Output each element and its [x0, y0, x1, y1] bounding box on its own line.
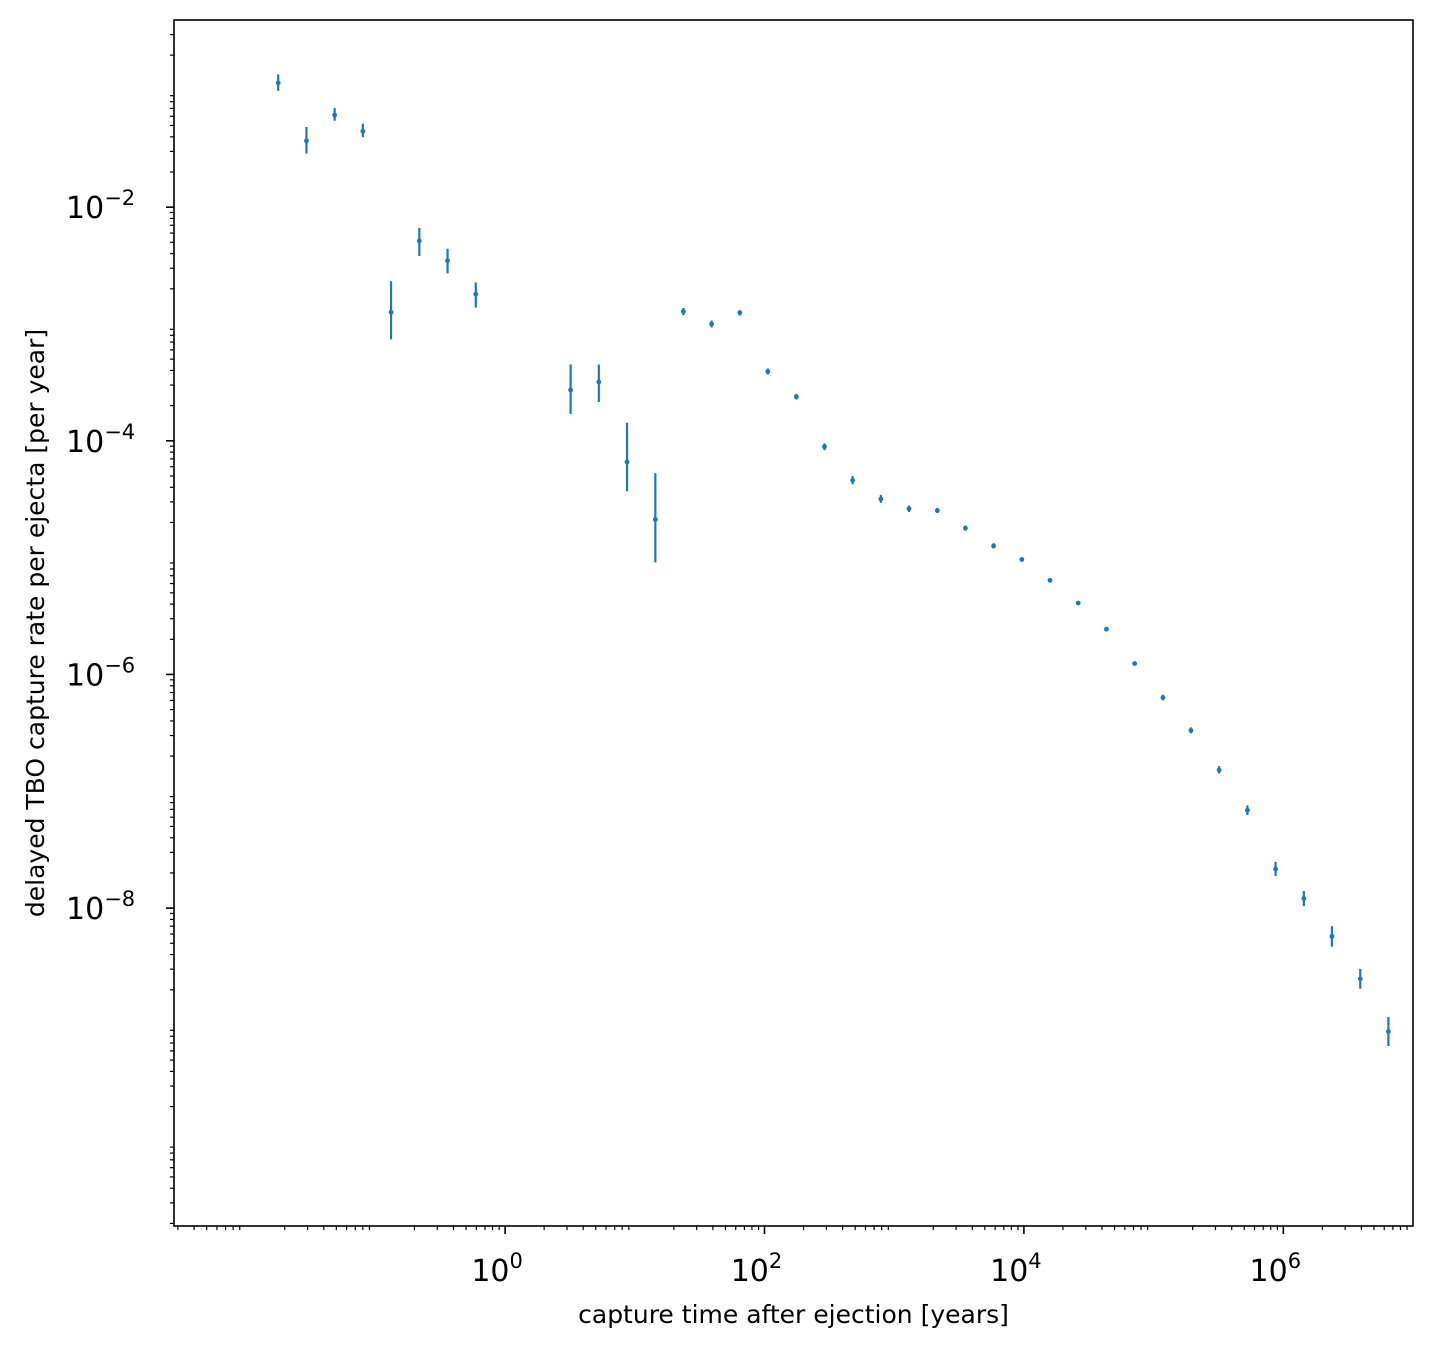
data-point-35	[1329, 933, 1335, 939]
data-point-29	[1160, 695, 1166, 700]
data-point-27	[1104, 626, 1109, 632]
y-axis-label: delayed TBO capture rate per ejecta [per…	[21, 329, 50, 917]
data-point-36	[1357, 976, 1363, 982]
data-point-26	[1075, 600, 1081, 606]
data-point-16	[793, 394, 799, 400]
data-point-15	[765, 369, 771, 374]
data-point-13	[709, 321, 715, 327]
x-tick-label-0: 100	[471, 1249, 523, 1289]
data-point-4	[388, 309, 394, 315]
data-point-22	[963, 525, 968, 531]
data-point-2	[332, 112, 338, 118]
data-point-6	[445, 258, 450, 264]
data-point-14	[737, 310, 743, 316]
x-tick-label-3: 106	[1250, 1249, 1302, 1289]
data-point-0	[275, 80, 281, 86]
data-point-12	[681, 309, 686, 314]
plot-frame	[173, 19, 1414, 1227]
data-point-30	[1188, 727, 1194, 733]
data-point-33	[1273, 866, 1278, 872]
y-tick-label-0: 10−2	[66, 186, 135, 226]
data-point-3	[360, 128, 366, 134]
data-point-9	[596, 379, 602, 385]
data-point-11	[652, 517, 658, 522]
data-point-32	[1245, 807, 1250, 813]
data-point-28	[1132, 661, 1138, 666]
data-point-17	[822, 444, 827, 450]
y-tick-label-1: 10−4	[66, 420, 135, 460]
data-point-10	[624, 459, 630, 465]
data-points	[275, 74, 1391, 1047]
x-axis-label: capture time after ejection [years]	[578, 1300, 1009, 1329]
x-tick-label-1: 102	[731, 1249, 783, 1289]
data-point-31	[1216, 767, 1222, 773]
y-tick-label-2: 10−6	[66, 653, 135, 693]
data-point-37	[1385, 1029, 1391, 1034]
data-point-18	[850, 477, 856, 483]
data-point-21	[934, 508, 940, 513]
data-point-23	[991, 543, 997, 549]
x-tick-label-2: 104	[990, 1249, 1042, 1289]
data-point-8	[568, 387, 574, 393]
data-point-20	[906, 506, 912, 512]
x-axis-ticks: 100 102 104 106	[177, 1226, 1408, 1289]
data-point-34	[1301, 896, 1307, 901]
data-point-19	[878, 496, 884, 502]
data-point-25	[1047, 577, 1053, 583]
y-axis-ticks: 10−2 10−4 10−6 10−8	[66, 33, 174, 1224]
data-point-24	[1019, 557, 1025, 562]
data-point-7	[473, 291, 479, 297]
y-tick-label-3: 10−8	[66, 887, 135, 927]
data-point-1	[304, 138, 309, 144]
data-point-5	[416, 238, 422, 244]
